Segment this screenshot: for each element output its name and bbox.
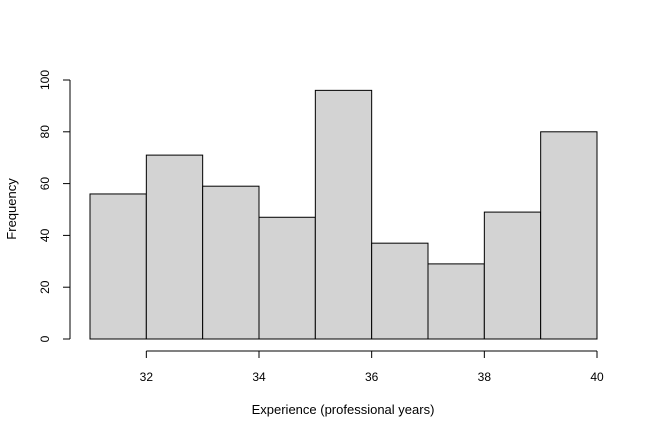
histogram-bar	[540, 131, 598, 340]
histogram-bar	[483, 211, 542, 340]
histogram-bar	[89, 193, 147, 340]
x-axis: 32 34 36 38 40	[140, 350, 604, 384]
histogram-bar	[202, 185, 260, 340]
y-tick-label: 20	[38, 280, 52, 294]
x-tick-label: 40	[590, 370, 604, 384]
histogram-bar	[258, 216, 316, 340]
histogram-bars	[89, 89, 598, 340]
x-tick-label: 38	[478, 370, 492, 384]
x-tick-label: 36	[365, 370, 379, 384]
y-tick-label: 80	[38, 125, 52, 139]
y-axis: 0 20 40 60 80 100	[38, 70, 71, 342]
y-tick-label: 0	[38, 335, 52, 342]
x-tick-label: 32	[140, 370, 154, 384]
histogram-bar	[145, 154, 204, 340]
y-tick-label: 60	[38, 177, 52, 191]
histogram-bar	[314, 89, 373, 340]
x-axis-title: Experience (professional years)	[252, 402, 435, 417]
y-tick-label: 100	[38, 70, 52, 90]
y-tick-label: 40	[38, 228, 52, 242]
histogram-bar	[427, 263, 485, 340]
x-tick-label: 34	[252, 370, 266, 384]
histogram-bar	[371, 242, 429, 340]
y-axis-title: Frequency	[4, 178, 19, 240]
